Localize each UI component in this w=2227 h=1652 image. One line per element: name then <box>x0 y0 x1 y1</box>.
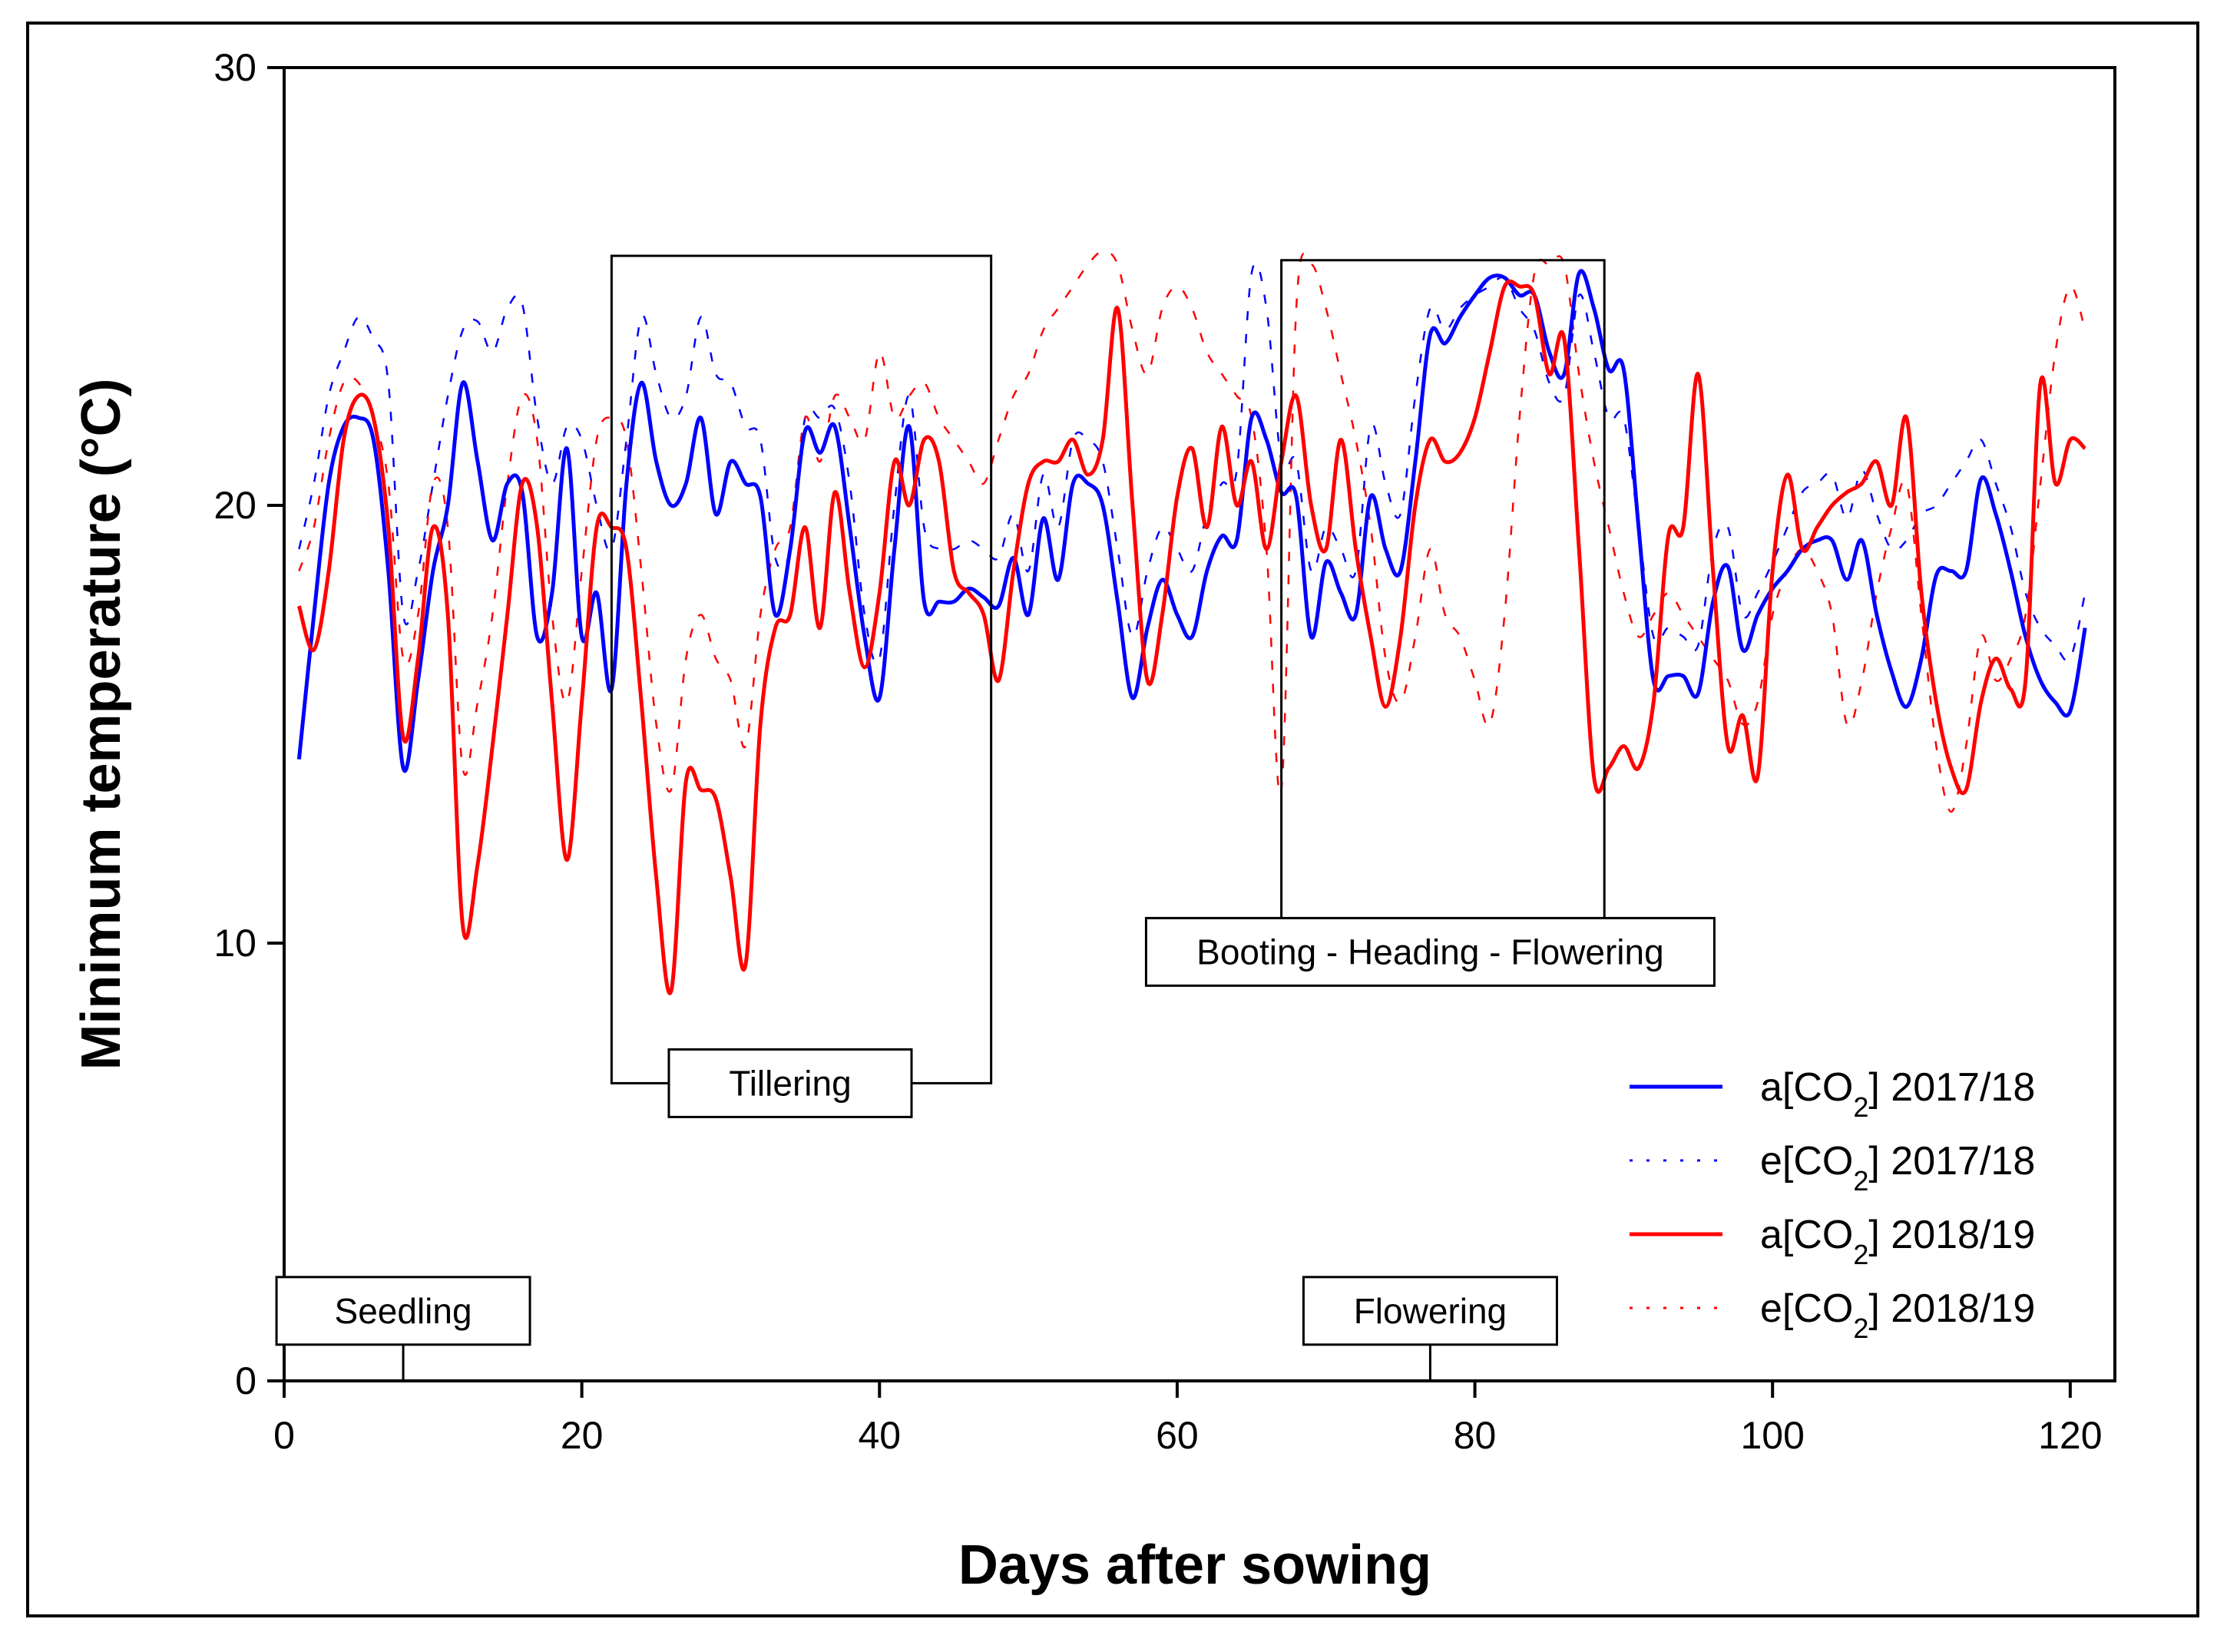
series-line-1 <box>298 262 2086 665</box>
y-axis-title: Minimum temperature (°C) <box>71 379 132 1071</box>
annotation-2: Seedling <box>275 1276 531 1381</box>
x-axis-title: Days after sowing <box>958 1534 1431 1596</box>
series-line-3 <box>298 250 2086 813</box>
legend-label-2: a[CO2] 2018/19 <box>1760 1213 2035 1270</box>
x-tick-label-1: 20 <box>561 1414 604 1457</box>
x-tick-label-2: 40 <box>858 1414 901 1457</box>
x-tick-label-4: 80 <box>1454 1414 1497 1457</box>
legend-label-3: e[CO2] 2018/19 <box>1760 1286 2035 1344</box>
axis-layer: 0 10 20 30 0 20 40 60 80 100 120 <box>213 46 2102 1457</box>
annotation-label-box-3 <box>1302 1276 1558 1346</box>
legend-label-1: e[CO2] 2017/18 <box>1760 1139 2035 1197</box>
y-tick-label-1: 10 <box>213 922 256 965</box>
annotation-label-3: Flowering <box>1354 1291 1507 1331</box>
y-tick-label-0: 0 <box>235 1359 256 1402</box>
legend: a[CO2] 2017/18 e[CO2] 2017/18 a[CO2] 2018/… <box>1582 1028 2112 1378</box>
annotation-label-box-0 <box>667 1048 913 1118</box>
annotation-label-1: Booting - Heading - Flowering <box>1196 932 1664 972</box>
series-line-2 <box>296 279 2086 995</box>
annotation-label-box-2 <box>275 1276 531 1346</box>
x-tick-label-5: 100 <box>1740 1414 1804 1457</box>
y-tick-label-2: 20 <box>213 484 256 527</box>
x-tick-label-3: 60 <box>1156 1414 1199 1457</box>
annotation-layer: Tillering Booting - Heading - Flowering Se… <box>275 254 1716 1381</box>
series-line-0 <box>296 269 2087 773</box>
legend-label-0: a[CO2] 2017/18 <box>1760 1065 2035 1123</box>
annotation-label-0: Tillering <box>729 1063 851 1103</box>
x-tick-label-6: 120 <box>2038 1414 2102 1457</box>
annotation-0: Tillering <box>610 254 993 1118</box>
series-layer <box>296 250 2087 995</box>
plot-area-frame <box>283 66 2116 1382</box>
x-tick-label-0: 0 <box>273 1414 295 1457</box>
y-tick-label-3: 30 <box>213 46 256 89</box>
annotation-label-box-1 <box>1144 916 1716 987</box>
annotation-1: Booting - Heading - Flowering <box>1144 259 1716 987</box>
annotation-label-2: Seedling <box>335 1291 472 1331</box>
annotation-3: Flowering <box>1302 1276 1558 1381</box>
